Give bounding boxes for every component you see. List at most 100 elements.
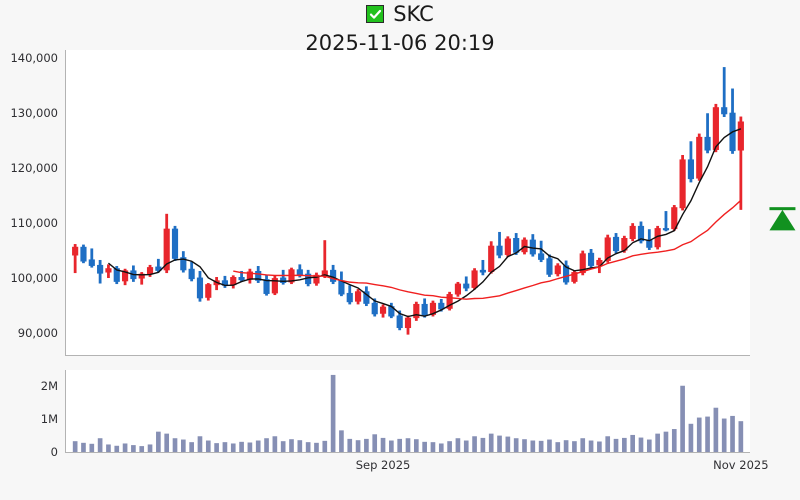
volume-bar bbox=[638, 437, 644, 452]
volume-bar bbox=[713, 407, 719, 452]
volume-bar bbox=[322, 440, 328, 452]
volume-bar bbox=[297, 440, 303, 452]
volume-bar bbox=[355, 440, 361, 452]
volume-bar bbox=[646, 439, 652, 452]
candle bbox=[579, 250, 586, 276]
candle bbox=[280, 269, 287, 285]
buy-signal-triangle-icon bbox=[769, 209, 796, 231]
volume-bar bbox=[597, 441, 602, 452]
volume-bar bbox=[530, 440, 536, 452]
volume-bar bbox=[655, 433, 660, 452]
candle bbox=[354, 289, 362, 305]
volume-bar bbox=[214, 443, 219, 452]
volume-bar bbox=[247, 442, 253, 452]
candle bbox=[737, 116, 744, 210]
volume-bar bbox=[480, 437, 486, 452]
volume-bar bbox=[738, 421, 744, 452]
candle bbox=[721, 67, 728, 117]
volume-bar bbox=[156, 431, 161, 452]
candle bbox=[146, 264, 154, 277]
volume-bar bbox=[705, 416, 710, 452]
candle bbox=[446, 291, 453, 311]
candle bbox=[629, 223, 636, 242]
price-chart-panel bbox=[66, 50, 750, 355]
title-primary-row: SKC bbox=[0, 0, 800, 28]
volume-bar bbox=[222, 442, 228, 452]
price-y-tick: 120,000 bbox=[10, 161, 58, 176]
candle bbox=[421, 298, 428, 318]
volume-bar bbox=[563, 440, 569, 452]
volume-bar bbox=[630, 434, 635, 452]
volume-bar bbox=[81, 442, 86, 452]
candle bbox=[105, 264, 112, 279]
candle bbox=[454, 281, 462, 297]
candle bbox=[538, 240, 545, 263]
candle bbox=[396, 310, 403, 331]
volume-y-tick: 2M bbox=[40, 379, 58, 394]
volume-bar bbox=[538, 440, 544, 452]
volume-bar bbox=[413, 439, 419, 452]
candle bbox=[122, 268, 129, 286]
volume-bar bbox=[463, 440, 469, 452]
candle bbox=[188, 261, 195, 282]
candle bbox=[662, 211, 670, 232]
candle bbox=[379, 304, 387, 318]
volume-bar bbox=[230, 443, 236, 452]
candle bbox=[363, 286, 370, 307]
volume-bar bbox=[197, 436, 203, 452]
volume-bar bbox=[513, 438, 519, 452]
price-y-tick: 100,000 bbox=[10, 271, 58, 286]
candle bbox=[113, 266, 120, 285]
candle bbox=[554, 263, 561, 277]
candle bbox=[80, 244, 87, 264]
volume-bar bbox=[289, 439, 294, 452]
volume-bar bbox=[622, 437, 627, 452]
volume-bar bbox=[588, 440, 594, 452]
ma-long-line bbox=[233, 199, 742, 300]
volume-bar bbox=[131, 445, 136, 452]
price-y-tick: 90,000 bbox=[17, 326, 58, 341]
volume-bar bbox=[89, 443, 95, 452]
candle bbox=[371, 298, 378, 317]
price-x-axis-line bbox=[66, 355, 750, 356]
volume-bar bbox=[472, 436, 477, 452]
volume-bar bbox=[422, 441, 427, 452]
price-y-tick: 130,000 bbox=[10, 106, 58, 121]
volume-bar bbox=[72, 441, 78, 452]
candle bbox=[563, 260, 570, 285]
candle bbox=[346, 285, 353, 305]
x-axis-tick: Nov 2025 bbox=[713, 458, 769, 472]
volume-bar bbox=[721, 418, 727, 452]
candle bbox=[271, 275, 278, 296]
volume-bar bbox=[280, 441, 286, 452]
volume-bar bbox=[181, 439, 186, 452]
volume-bar bbox=[455, 438, 461, 452]
candle bbox=[704, 113, 711, 154]
volume-bar bbox=[97, 438, 103, 452]
volume-bar bbox=[522, 439, 527, 452]
volume-bar bbox=[189, 442, 194, 452]
candle bbox=[546, 254, 553, 277]
volume-bar bbox=[696, 417, 702, 452]
candle bbox=[196, 270, 204, 302]
candle bbox=[205, 283, 212, 301]
volume-bar bbox=[397, 438, 403, 452]
volume-bar bbox=[613, 438, 619, 452]
volume-bar bbox=[339, 430, 344, 452]
volume-bar bbox=[147, 444, 153, 452]
candle bbox=[496, 231, 503, 259]
volume-bar bbox=[372, 434, 378, 452]
volume-bar bbox=[172, 438, 178, 452]
volume-bar bbox=[555, 442, 561, 452]
candle bbox=[679, 155, 686, 211]
candle bbox=[479, 259, 486, 276]
volume-bar bbox=[314, 442, 319, 452]
volume-bar bbox=[239, 441, 244, 452]
volume-bar bbox=[106, 444, 111, 452]
x-axis-tick: Sep 2025 bbox=[355, 458, 411, 472]
volume-bar bbox=[688, 423, 694, 452]
price-y-tick: 110,000 bbox=[10, 216, 58, 231]
volume-bar bbox=[330, 374, 336, 452]
